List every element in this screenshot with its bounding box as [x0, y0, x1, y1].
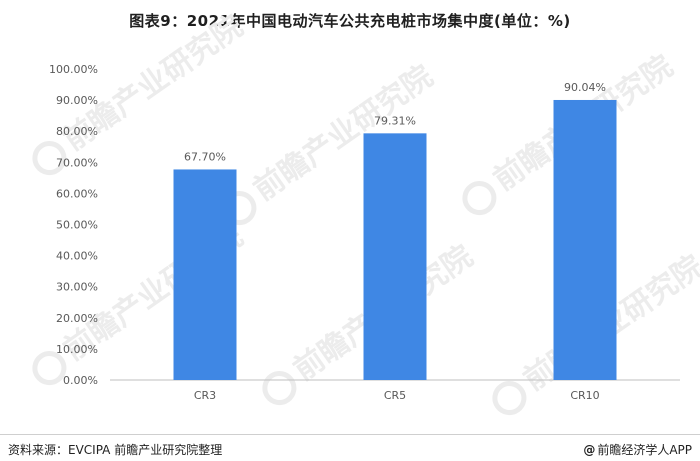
- y-tick-label: 20.00%: [56, 312, 98, 325]
- data-label: 79.31%: [374, 114, 416, 127]
- bar: [173, 169, 237, 380]
- y-tick-label: 0.00%: [63, 374, 98, 387]
- footer: 资料来源：EVCIPA 前瞻产业研究院整理 @ 前瞻经济学人APP: [0, 434, 700, 461]
- chart-title: 图表9：2021年中国电动汽车公共充电桩市场集中度(单位：%): [129, 12, 571, 30]
- x-tick-label: CR10: [570, 389, 599, 402]
- data-label: 67.70%: [184, 150, 226, 163]
- at-icon: @: [583, 443, 596, 457]
- brand-credit: @ 前瞻经济学人APP: [583, 443, 692, 457]
- x-tick-label: CR5: [384, 389, 406, 402]
- source-note: 资料来源：EVCIPA 前瞻产业研究院整理: [8, 443, 223, 457]
- y-tick-label: 50.00%: [56, 219, 98, 232]
- y-tick-label: 100.00%: [49, 63, 98, 76]
- bar-chart: 0.00% 10.00% 20.00% 30.00% 40.00% 50.00% 60.00…: [49, 63, 680, 402]
- data-label: 90.04%: [564, 81, 606, 94]
- y-tick-label: 30.00%: [56, 281, 98, 294]
- bar: [363, 133, 427, 380]
- y-tick-label: 70.00%: [56, 156, 98, 169]
- y-tick-label: 60.00%: [56, 187, 98, 200]
- y-tick-label: 40.00%: [56, 250, 98, 263]
- x-tick-label: CR3: [194, 389, 216, 402]
- y-tick-label: 90.00%: [56, 94, 98, 107]
- bar: [553, 99, 617, 381]
- y-tick-label: 80.00%: [56, 125, 98, 138]
- y-tick-label: 10.00%: [56, 343, 98, 356]
